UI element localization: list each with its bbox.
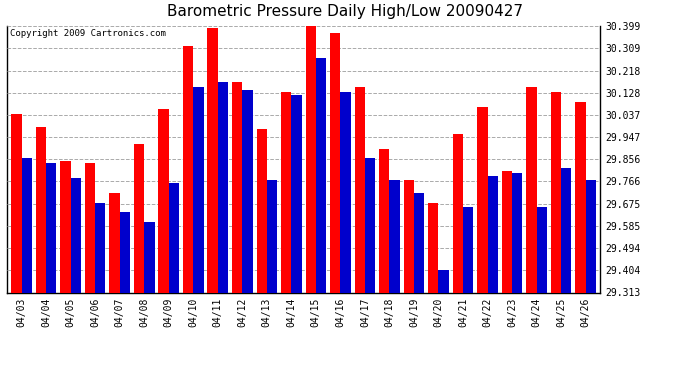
Bar	[60, 161, 70, 292]
Bar	[551, 92, 561, 292]
Bar	[561, 168, 571, 292]
Bar	[193, 87, 204, 292]
Bar	[218, 82, 228, 292]
Bar	[21, 158, 32, 292]
Bar	[119, 212, 130, 292]
Bar	[46, 163, 57, 292]
Bar	[586, 180, 596, 292]
Bar	[183, 46, 193, 292]
Bar	[379, 148, 389, 292]
Bar	[11, 114, 21, 292]
Bar	[537, 207, 547, 292]
Text: Copyright 2009 Cartronics.com: Copyright 2009 Cartronics.com	[10, 29, 166, 38]
Bar	[70, 178, 81, 292]
Bar	[575, 102, 586, 292]
Bar	[36, 126, 46, 292]
Bar	[389, 180, 400, 292]
Bar	[291, 94, 302, 292]
Bar	[208, 28, 218, 292]
Bar	[144, 222, 155, 292]
Bar	[414, 193, 424, 292]
Bar	[267, 180, 277, 292]
Bar	[365, 158, 375, 292]
Bar	[257, 129, 267, 292]
Bar	[281, 92, 291, 292]
Bar	[110, 193, 119, 292]
Bar	[404, 180, 414, 292]
Bar	[134, 144, 144, 292]
Bar	[242, 90, 253, 292]
Bar	[477, 107, 488, 292]
Bar	[355, 87, 365, 292]
Bar	[463, 207, 473, 292]
Bar	[232, 82, 242, 292]
Bar	[169, 183, 179, 292]
Bar	[159, 110, 169, 292]
Text: Barometric Pressure Daily High/Low 20090427: Barometric Pressure Daily High/Low 20090…	[167, 4, 523, 19]
Bar	[512, 173, 522, 292]
Bar	[488, 176, 497, 292]
Bar	[316, 58, 326, 292]
Bar	[95, 202, 106, 292]
Bar	[428, 202, 438, 292]
Bar	[453, 134, 463, 292]
Bar	[330, 33, 340, 292]
Bar	[340, 92, 351, 292]
Bar	[85, 163, 95, 292]
Bar	[306, 26, 316, 292]
Bar	[438, 270, 449, 292]
Bar	[502, 171, 512, 292]
Bar	[526, 87, 537, 292]
